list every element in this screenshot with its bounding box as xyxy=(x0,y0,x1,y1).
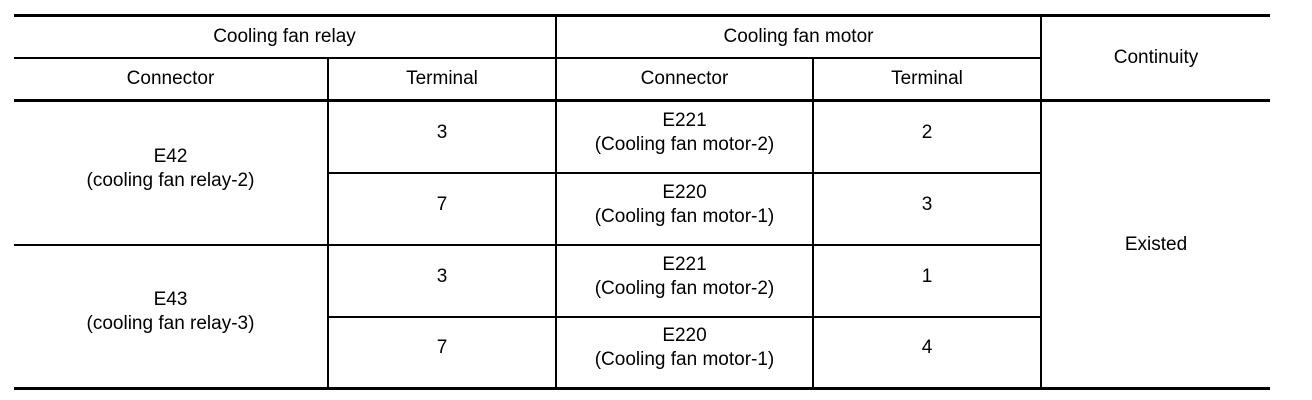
continuity-cell: Existed xyxy=(1040,99,1270,390)
relay-connector-cell: E43 (cooling fan relay-3) xyxy=(14,243,328,390)
relay-terminal-cell: 3 xyxy=(327,99,556,173)
table-row: E43 (cooling fan relay-3) 3 E221 (Cooling … xyxy=(14,243,1270,390)
relay-terminal: 3 xyxy=(436,121,448,143)
motor-terminal: 2 xyxy=(921,121,933,143)
relay-connector-code: E43 xyxy=(153,289,188,311)
motor-connector-cell: E220 (Cooling fan motor-1) xyxy=(555,171,813,245)
relay-terminal-cell: 7 xyxy=(327,315,556,390)
motor-terminal-cell: 2 xyxy=(812,99,1041,173)
motor-connector-name: (Cooling fan motor-1) xyxy=(594,349,775,371)
table-row: 7 E220 (Cooling fan motor-1) 4 xyxy=(14,315,1270,390)
motor-terminal-cell: 4 xyxy=(812,315,1041,390)
relay-terminal-cell: 3 xyxy=(327,243,556,317)
relay-terminal: 3 xyxy=(436,265,448,287)
relay-terminal: 7 xyxy=(436,337,448,359)
relay-connector-cell: E42 (cooling fan relay-2) xyxy=(14,99,328,245)
motor-terminal-cell: 1 xyxy=(812,243,1041,317)
header-motor-group: Cooling fan motor xyxy=(555,14,1041,58)
motor-connector-code: E221 xyxy=(662,109,707,131)
header-relay-group: Cooling fan relay xyxy=(14,14,556,58)
header-row-columns: Connector Terminal Connector Terminal xyxy=(14,56,1270,102)
continuity-value: Existed xyxy=(1124,233,1188,255)
motor-terminal-cell: 3 xyxy=(812,171,1041,245)
header-row-groups: Cooling fan relay Cooling fan motor Cont… xyxy=(14,14,1270,102)
motor-terminal: 3 xyxy=(921,193,933,215)
motor-connector-code: E221 xyxy=(662,253,707,275)
motor-connector-code: E220 xyxy=(662,181,707,203)
motor-connector-name: (Cooling fan motor-1) xyxy=(594,205,775,227)
relay-connector-code: E42 xyxy=(153,145,188,167)
header-relay-terminal: Terminal xyxy=(327,56,556,102)
header-motor-connector: Connector xyxy=(555,56,813,102)
table-row: 7 E220 (Cooling fan motor-1) 3 xyxy=(14,171,1270,245)
motor-terminal: 1 xyxy=(921,265,933,287)
motor-connector-cell: E221 (Cooling fan motor-2) xyxy=(555,243,813,317)
table-row: E42 (cooling fan relay-2) 3 E221 (Cooling … xyxy=(14,99,1270,390)
header-continuity: Continuity xyxy=(1040,14,1270,102)
relay-connector-name: (cooling fan relay-3) xyxy=(86,313,255,335)
relay-connector-name: (cooling fan relay-2) xyxy=(86,169,255,191)
header-motor-terminal: Terminal xyxy=(812,56,1041,102)
header-relay-connector: Connector xyxy=(14,56,328,102)
continuity-inspection-table: Cooling fan relay Cooling fan motor Cont… xyxy=(14,14,1270,390)
motor-connector-cell: E220 (Cooling fan motor-1) xyxy=(555,315,813,390)
relay-terminal: 7 xyxy=(436,193,448,215)
motor-connector-name: (Cooling fan motor-2) xyxy=(594,133,775,155)
relay-terminal-cell: 7 xyxy=(327,171,556,245)
motor-connector-cell: E221 (Cooling fan motor-2) xyxy=(555,99,813,173)
motor-connector-code: E220 xyxy=(662,325,707,347)
motor-connector-name: (Cooling fan motor-2) xyxy=(594,277,775,299)
motor-terminal: 4 xyxy=(921,337,933,359)
